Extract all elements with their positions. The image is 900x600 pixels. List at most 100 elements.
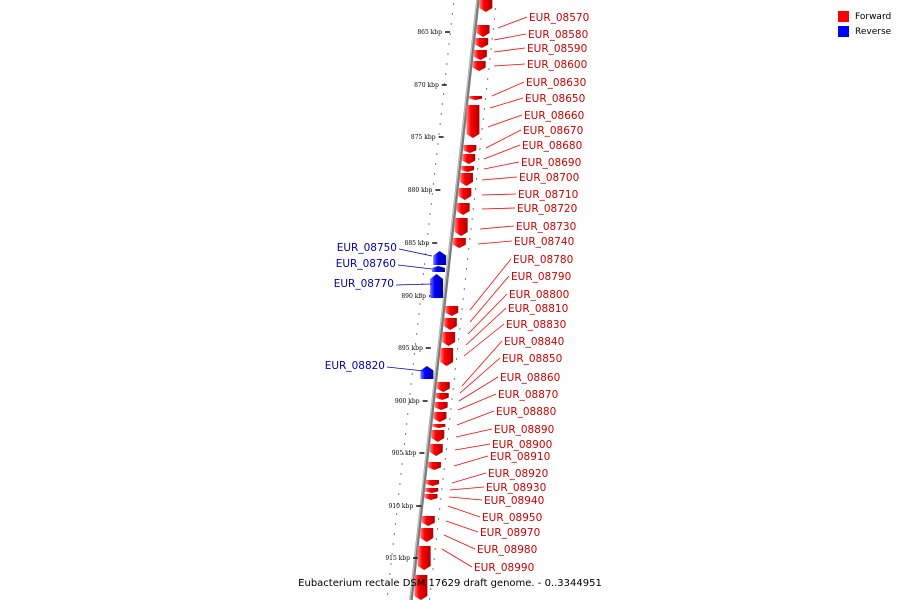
forward-gene[interactable]	[469, 96, 483, 100]
leader-line	[397, 264, 433, 270]
forward-gene[interactable]	[417, 546, 431, 570]
forward-gene[interactable]	[429, 444, 443, 456]
track-dot	[442, 93, 445, 95]
forward-gene[interactable]	[435, 393, 449, 400]
forward-gene-label[interactable]: EUR_08840	[504, 336, 564, 348]
forward-gene-label[interactable]: EUR_08920	[488, 468, 548, 480]
forward-gene-label[interactable]: EUR_08780	[513, 254, 573, 266]
forward-gene-label[interactable]: EUR_08990	[474, 562, 534, 574]
leader-line	[489, 97, 524, 109]
forward-gene[interactable]	[443, 318, 457, 330]
leader-line	[459, 357, 501, 394]
track-dot	[471, 218, 473, 220]
reverse-gene[interactable]	[431, 266, 445, 272]
forward-gene-label[interactable]: EUR_08930	[486, 482, 546, 494]
reverse-gene-label[interactable]: EUR_08760	[336, 258, 396, 270]
forward-gene-label[interactable]: EUR_08900	[492, 439, 552, 451]
forward-gene[interactable]	[427, 462, 441, 470]
forward-gene[interactable]	[425, 488, 439, 493]
forward-gene-label[interactable]: EUR_08850	[502, 353, 562, 365]
forward-gene-label[interactable]: EUR_08980	[477, 544, 537, 556]
forward-gene[interactable]	[458, 188, 472, 200]
track-dot	[447, 53, 449, 55]
forward-gene-label[interactable]: EUR_08830	[506, 319, 566, 331]
forward-gene[interactable]	[440, 348, 454, 366]
forward-gene[interactable]	[442, 332, 456, 346]
forward-gene-label[interactable]: EUR_08970	[480, 527, 540, 539]
forward-gene-label[interactable]: EUR_08700	[519, 172, 579, 184]
forward-gene-label[interactable]: EUR_08890	[494, 424, 554, 436]
forward-gene-label[interactable]: EUR_08720	[517, 203, 577, 215]
forward-gene-label[interactable]: EUR_08680	[522, 140, 582, 152]
forward-gene[interactable]	[421, 516, 435, 526]
forward-gene[interactable]	[432, 424, 446, 428]
forward-gene[interactable]	[424, 494, 438, 500]
forward-gene[interactable]	[459, 173, 473, 186]
reverse-gene-label[interactable]: EUR_08770	[334, 278, 394, 290]
forward-gene-label[interactable]: EUR_08810	[508, 303, 568, 315]
forward-gene[interactable]	[445, 306, 459, 316]
tick-label: 895 kbp	[398, 345, 423, 352]
forward-gene-label[interactable]: EUR_08940	[484, 495, 544, 507]
track-dot	[442, 478, 444, 480]
leader-line	[454, 443, 491, 451]
reverse-gene[interactable]	[420, 366, 434, 379]
forward-gene-label[interactable]: EUR_08870	[498, 389, 558, 401]
leader-line	[398, 248, 433, 257]
forward-gene-label[interactable]: EUR_08860	[500, 372, 560, 384]
track-dot	[450, 23, 452, 25]
reverse-gene-label[interactable]: EUR_08820	[325, 360, 385, 372]
forward-gene[interactable]	[466, 105, 480, 138]
forward-gene[interactable]	[473, 50, 487, 60]
forward-gene-label[interactable]: EUR_08690	[521, 157, 581, 169]
track-dot	[478, 158, 480, 160]
leader-line	[487, 114, 523, 128]
forward-gene[interactable]	[452, 238, 466, 248]
forward-gene-label[interactable]: EUR_08660	[524, 110, 584, 122]
forward-gene-label[interactable]: EUR_08580	[528, 29, 588, 41]
track-dot	[484, 98, 487, 100]
forward-gene[interactable]	[414, 575, 428, 600]
forward-swatch	[838, 11, 849, 22]
forward-gene-label[interactable]: EUR_08710	[518, 189, 578, 201]
forward-gene-label[interactable]: EUR_08740	[514, 236, 574, 248]
reverse-gene-label[interactable]: EUR_08750	[337, 242, 397, 254]
forward-gene[interactable]	[434, 402, 448, 410]
forward-gene-label[interactable]: EUR_08590	[527, 43, 587, 55]
forward-gene-label[interactable]: EUR_08910	[490, 451, 550, 463]
track-dot	[455, 358, 458, 360]
forward-gene-label[interactable]: EUR_08600	[527, 59, 587, 71]
reverse-gene[interactable]	[430, 274, 444, 298]
forward-gene[interactable]	[475, 38, 489, 48]
track-dot	[444, 458, 446, 460]
forward-gene-label[interactable]: EUR_08630	[526, 77, 586, 89]
forward-gene[interactable]	[462, 154, 476, 164]
forward-gene[interactable]	[426, 480, 440, 486]
track-dot	[438, 133, 440, 135]
forward-gene[interactable]	[472, 61, 486, 71]
forward-gene[interactable]	[436, 382, 450, 392]
track-dot	[401, 463, 403, 465]
forward-gene[interactable]	[463, 145, 477, 153]
forward-gene-label[interactable]: EUR_08950	[482, 512, 542, 524]
track-dot	[467, 258, 469, 260]
forward-gene-label[interactable]: EUR_08670	[523, 125, 583, 137]
forward-gene-label[interactable]: EUR_08880	[496, 406, 556, 418]
forward-gene[interactable]	[420, 528, 434, 542]
track-dot	[419, 303, 421, 305]
track-dot	[454, 368, 456, 370]
forward-gene[interactable]	[454, 218, 468, 236]
reverse-gene[interactable]	[433, 251, 447, 265]
forward-gene-label[interactable]: EUR_08570	[529, 12, 589, 24]
forward-gene[interactable]	[461, 166, 475, 172]
forward-gene[interactable]	[456, 203, 470, 215]
forward-gene[interactable]	[433, 412, 447, 422]
forward-gene[interactable]	[431, 430, 445, 442]
forward-gene-label[interactable]: EUR_08730	[516, 221, 576, 233]
forward-gene[interactable]	[479, 0, 493, 12]
forward-gene-label[interactable]: EUR_08800	[509, 289, 569, 301]
leader-line	[458, 376, 499, 402]
forward-gene[interactable]	[476, 25, 490, 37]
forward-gene-label[interactable]: EUR_08650	[525, 93, 585, 105]
forward-gene-label[interactable]: EUR_08790	[511, 271, 571, 283]
